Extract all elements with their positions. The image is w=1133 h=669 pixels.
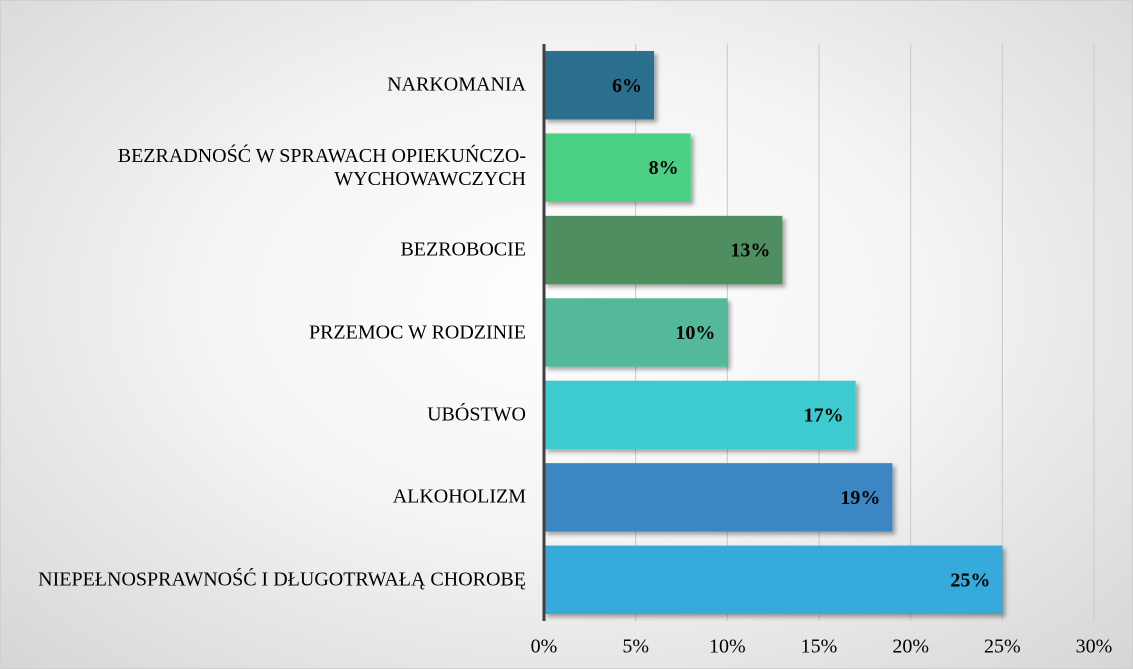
bar	[544, 133, 691, 202]
category-label: UBÓSTWO	[427, 403, 526, 426]
x-tick-label: 10%	[709, 636, 746, 658]
category-label: BEZRADNOŚĆ W SPRAWACH OPIEKUŃCZO-WYCHOWA…	[117, 144, 526, 190]
bar	[544, 545, 1003, 614]
data-label: 10%	[675, 322, 715, 344]
data-label: 17%	[804, 405, 844, 427]
category-label: NARKOMANIA	[387, 73, 526, 96]
x-tick-label: 20%	[892, 636, 929, 658]
data-label: 13%	[730, 240, 770, 262]
x-tick-label: 0%	[531, 636, 558, 658]
data-label: 19%	[840, 487, 880, 509]
x-tick-label: 5%	[622, 636, 649, 658]
category-label: PRZEMOC W RODZINIE	[308, 321, 526, 343]
bar	[544, 215, 783, 285]
data-label: 8%	[649, 157, 679, 179]
bar	[544, 51, 654, 120]
bar	[544, 463, 893, 532]
x-tick-label: 30%	[1076, 636, 1113, 658]
data-label: 6%	[612, 75, 642, 97]
bar	[544, 380, 856, 450]
category-label: NIEPEŁNOSPRAWNOŚĆ I DŁUGOTRWAŁĄ CHOROBĘ	[38, 568, 526, 591]
x-tick-label: 15%	[801, 636, 838, 658]
category-label: BEZROBOCIE	[400, 238, 526, 261]
data-label: 25%	[950, 569, 990, 591]
bar	[544, 298, 728, 367]
x-tick-label: 25%	[984, 636, 1021, 658]
category-label: ALKOHOLIZM	[392, 485, 526, 508]
